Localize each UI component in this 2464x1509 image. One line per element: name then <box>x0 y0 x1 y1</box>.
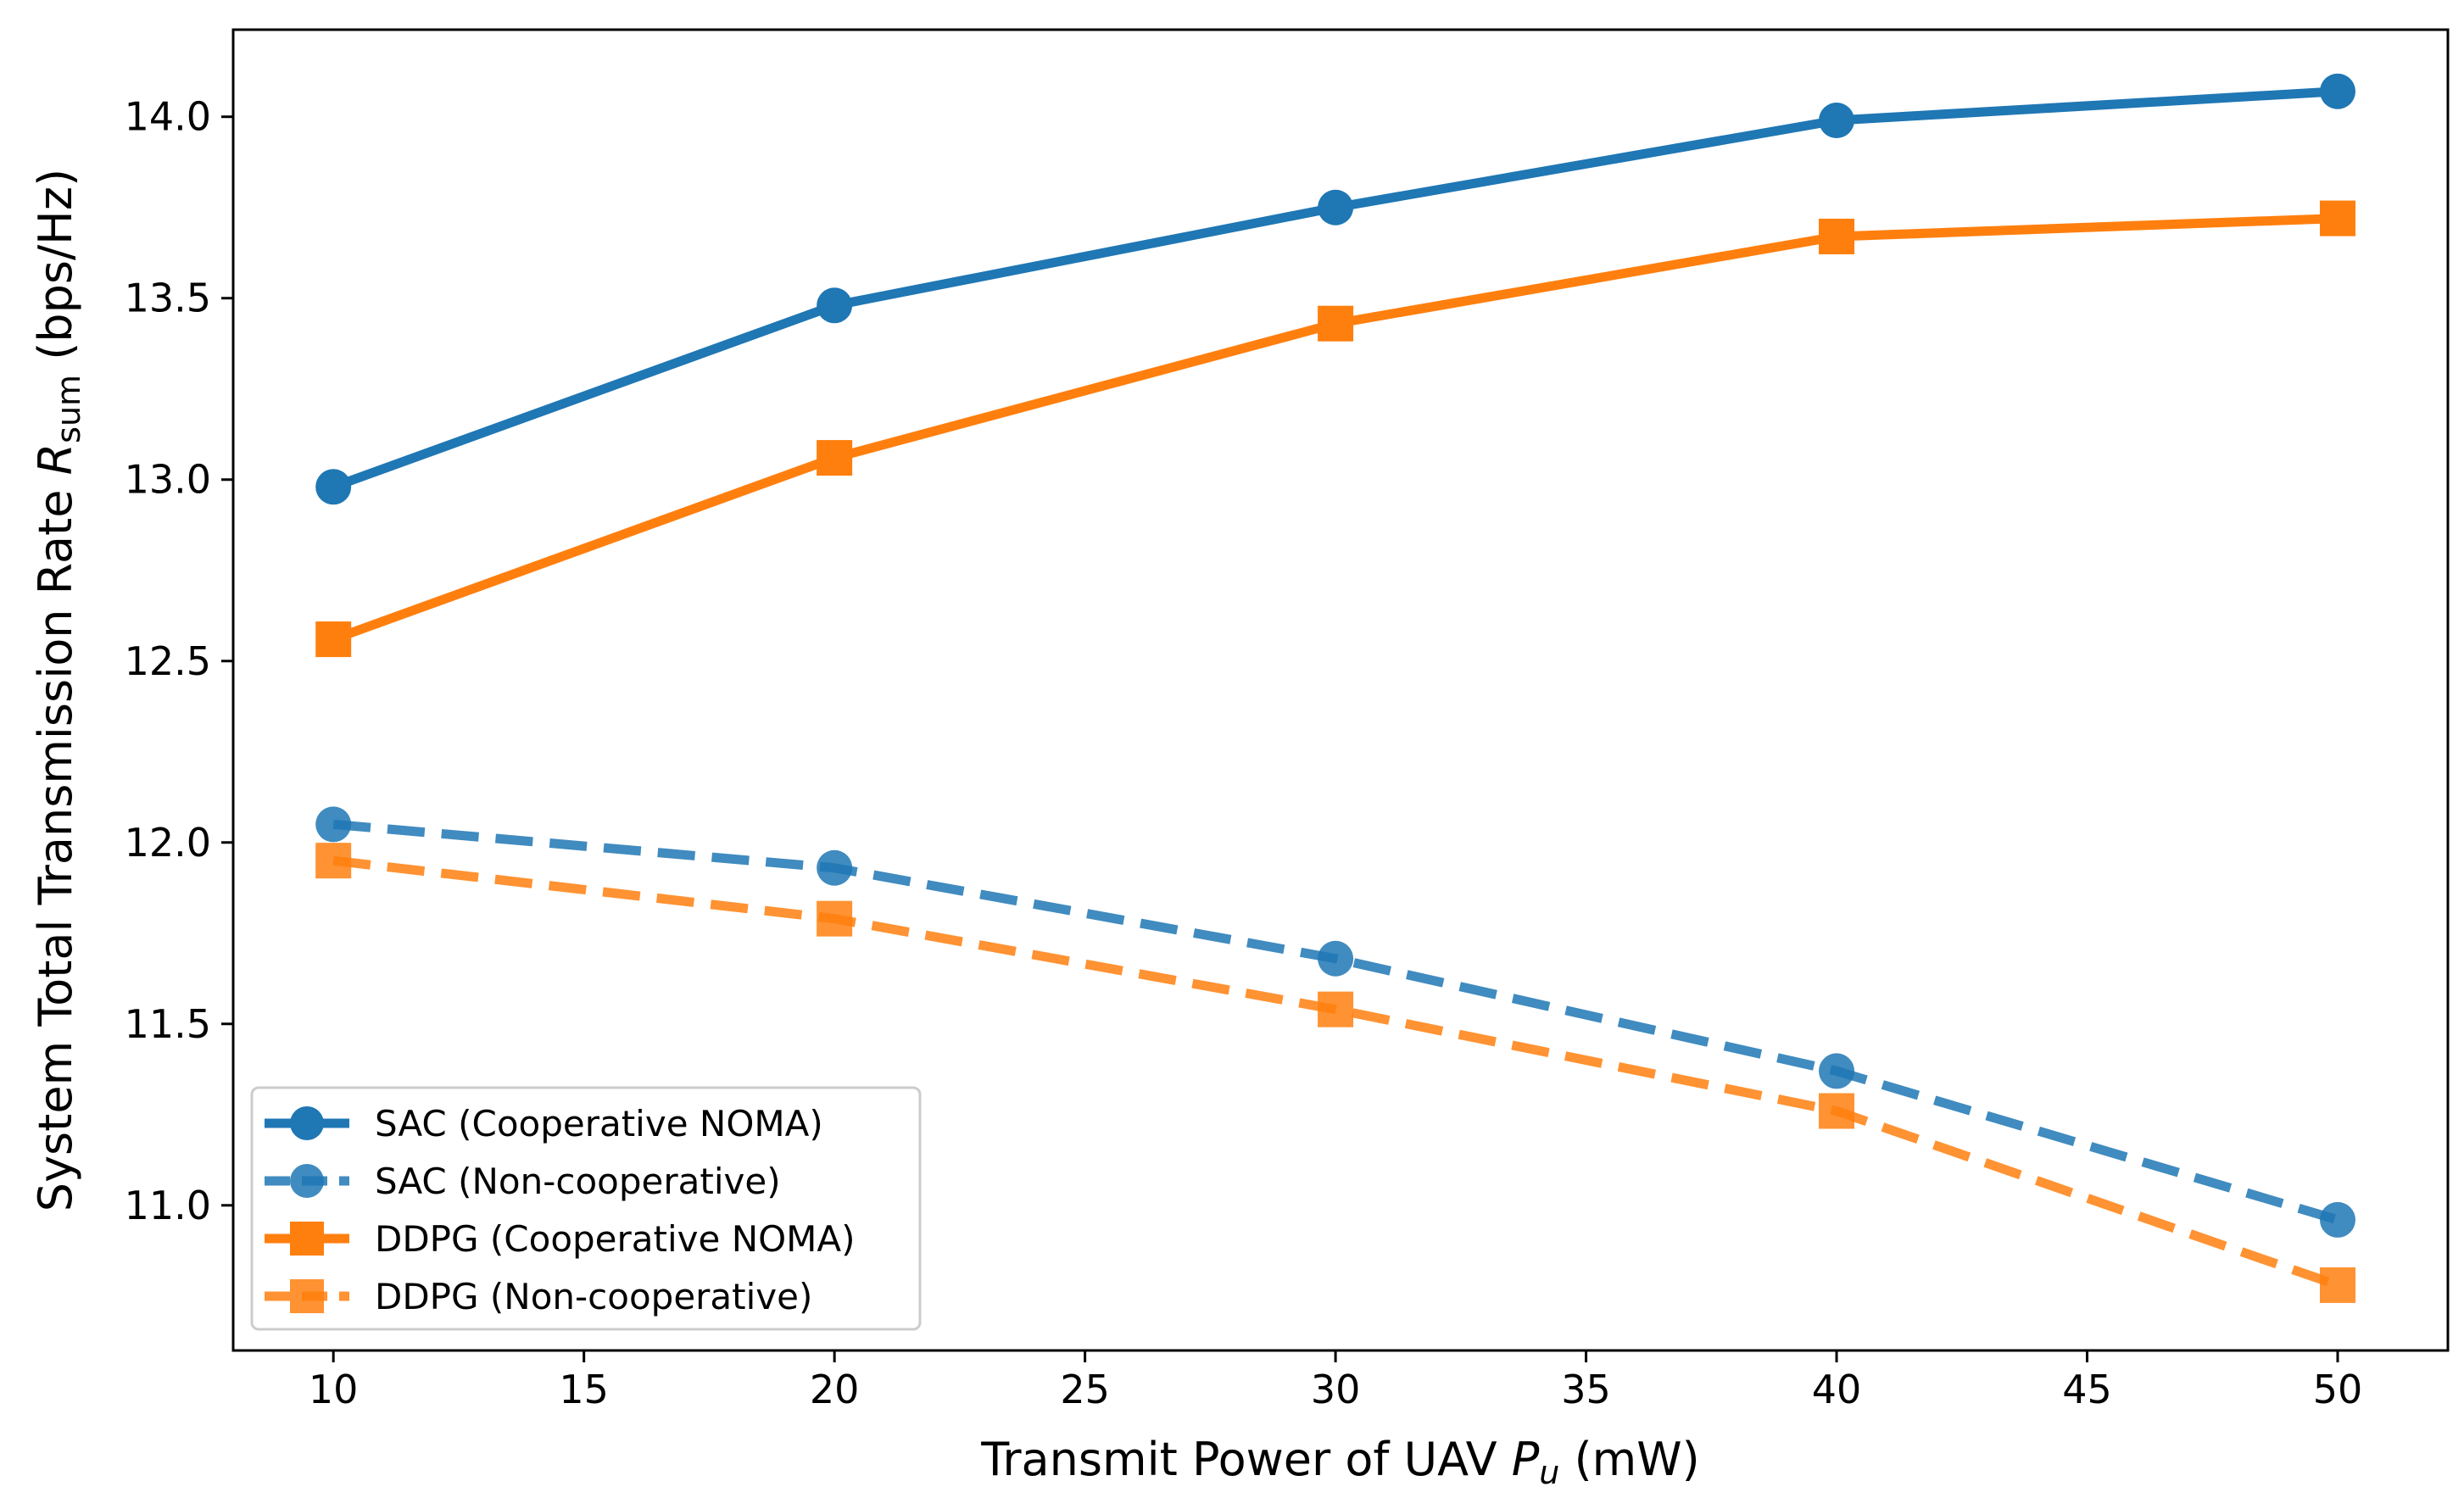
data-point-s1-x30 <box>1318 940 1354 977</box>
y-tick-label-13.5: 13.5 <box>125 276 211 321</box>
data-point-s1-x40 <box>1819 1053 1855 1089</box>
x-tick-label-15: 15 <box>559 1367 609 1412</box>
y-tick-label-12.5: 12.5 <box>125 638 211 684</box>
legend-marker-0 <box>290 1106 324 1140</box>
x-tick-label-30: 30 <box>1311 1367 1361 1412</box>
data-point-s1-x10 <box>315 806 352 843</box>
legend-entry-3: DDPG (Non-cooperative) <box>265 1276 812 1317</box>
x-axis-label-unit: (mW) <box>1575 1433 1700 1486</box>
data-point-s3-x10 <box>315 843 352 879</box>
data-point-s0-x50 <box>2319 73 2355 109</box>
series-3 <box>315 843 2355 1303</box>
data-point-s3-x30 <box>1318 991 1354 1027</box>
x-axis: 10 15 20 25 30 35 40 45 50 <box>309 1350 2362 1412</box>
x-axis-label-symbol: P <box>1512 1433 1540 1486</box>
y-axis: 11.0 11.5 12.0 12.5 13.0 13.5 14.0 <box>125 94 233 1228</box>
series-2 <box>315 200 2355 658</box>
y-tick-label-14.0: 14.0 <box>125 94 211 140</box>
y-tick-label-11.5: 11.5 <box>125 1001 211 1047</box>
series-layer <box>315 73 2355 1303</box>
y-tick-label-13.0: 13.0 <box>125 457 211 503</box>
legend-label-3: DDPG (Non-cooperative) <box>375 1276 812 1317</box>
data-point-s1-x50 <box>2319 1201 2355 1238</box>
x-tick-label-20: 20 <box>810 1367 860 1412</box>
legend-label-2: DDPG (Cooperative NOMA) <box>375 1218 856 1260</box>
x-axis-label-text: Transmit Power of UAV <box>980 1433 1497 1486</box>
y-axis-label-symbol: R <box>29 443 82 476</box>
x-tick-label-40: 40 <box>1812 1367 1862 1412</box>
y-axis-label-text: System Total Transmission Rate <box>29 490 82 1212</box>
legend: SAC (Cooperative NOMA) SAC (Non-cooperati… <box>250 1086 922 1331</box>
x-tick-label-25: 25 <box>1060 1367 1110 1412</box>
y-axis-label-unit: (bps/Hz) <box>29 169 82 360</box>
x-tick-label-10: 10 <box>309 1367 359 1412</box>
plot-frame <box>231 28 2450 1352</box>
data-point-s0-x10 <box>315 469 352 505</box>
legend-marker-3 <box>290 1279 324 1313</box>
legend-entry-0: SAC (Cooperative NOMA) <box>265 1103 823 1144</box>
legend-frame <box>250 1086 922 1331</box>
data-point-s2-x40 <box>1819 218 1855 254</box>
legend-label-0: SAC (Cooperative NOMA) <box>375 1103 823 1144</box>
data-point-s2-x10 <box>315 621 352 658</box>
data-point-s0-x30 <box>1318 189 1354 226</box>
x-axis-label-subscript: u <box>1539 1454 1559 1491</box>
legend-entry-2: DDPG (Cooperative NOMA) <box>265 1218 856 1260</box>
legend-label-1: SAC (Non-cooperative) <box>375 1161 781 1202</box>
data-point-s3-x50 <box>2319 1267 2355 1303</box>
data-point-s2-x20 <box>817 440 853 476</box>
y-tick-label-12.0: 12.0 <box>125 820 211 866</box>
legend-marker-2 <box>290 1222 324 1256</box>
x-tick-label-50: 50 <box>2313 1367 2363 1412</box>
data-point-s3-x40 <box>1819 1093 1855 1129</box>
y-axis-label-subscript: sum <box>50 375 87 443</box>
legend-marker-1 <box>290 1164 324 1198</box>
legend-entries: SAC (Cooperative NOMA) SAC (Non-cooperati… <box>265 1103 856 1317</box>
x-tick-label-45: 45 <box>2062 1367 2112 1412</box>
data-point-s1-x20 <box>817 849 853 886</box>
x-axis-label: Transmit Power of UAV Pu (mW) <box>980 1433 1699 1491</box>
data-point-s2-x50 <box>2319 200 2355 237</box>
y-tick-label-11.0: 11.0 <box>125 1183 211 1228</box>
x-tick-label-35: 35 <box>1561 1367 1611 1412</box>
series-1 <box>315 806 2355 1238</box>
legend-entry-1: SAC (Non-cooperative) <box>265 1161 781 1202</box>
data-point-s0-x20 <box>817 287 853 324</box>
data-point-s2-x30 <box>1318 305 1354 342</box>
series-0 <box>315 73 2355 505</box>
y-axis-label: System Total Transmission Rate Rsum (bps… <box>29 169 87 1211</box>
data-point-s0-x40 <box>1819 103 1855 139</box>
data-point-s3-x20 <box>817 900 853 937</box>
